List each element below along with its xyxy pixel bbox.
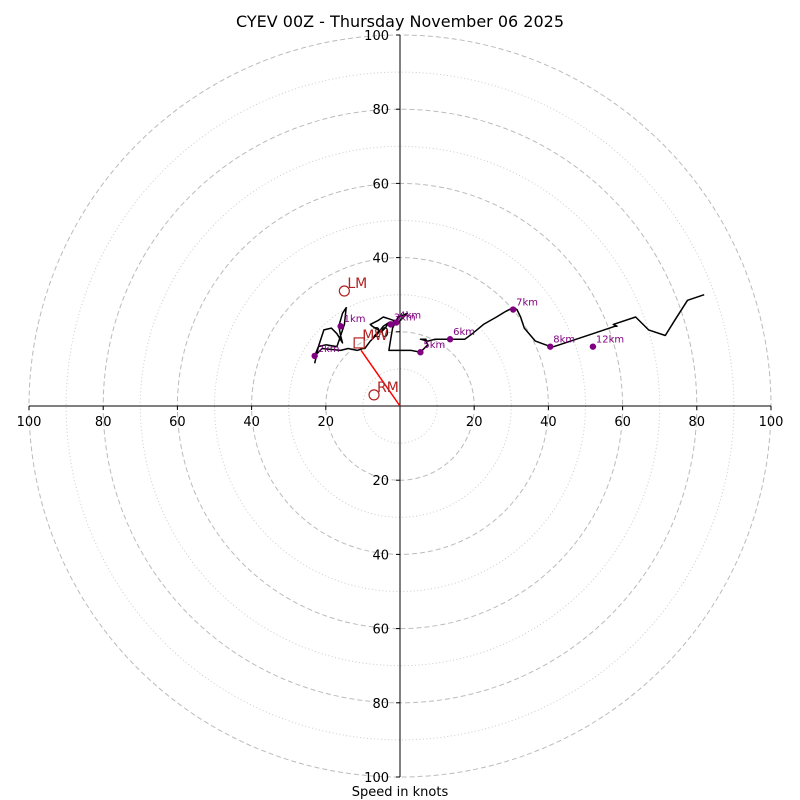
- height-label: 6km: [453, 327, 475, 338]
- height-point: [547, 343, 554, 350]
- height-label: 4km: [399, 311, 421, 322]
- y-tick-label: 40: [372, 252, 389, 267]
- x-tick-label: 20: [466, 415, 483, 430]
- y-tick-label: 100: [364, 771, 389, 786]
- height-point: [387, 321, 394, 328]
- y-tick-label: 100: [364, 29, 389, 44]
- height-label: 3km: [394, 312, 416, 323]
- x-tick-label: 100: [17, 415, 42, 430]
- x-tick-label: 80: [689, 415, 706, 430]
- y-tick-label: 20: [372, 474, 389, 489]
- height-point: [393, 319, 400, 326]
- x-tick-label: 80: [95, 415, 112, 430]
- storm-motion: [360, 349, 401, 407]
- height-label: 1km: [344, 314, 366, 325]
- height-point: [509, 306, 517, 313]
- height-label: 12km: [596, 335, 624, 346]
- height-point: [337, 323, 344, 330]
- tick-labels: 100 80 60 40 20 20 40 60 80 100100806040202040608…: [17, 29, 784, 786]
- mean-wind-marker: [353, 337, 365, 349]
- height-point: [446, 336, 454, 343]
- x-tick-label: 20: [318, 415, 335, 430]
- y-tick-label: 40: [372, 548, 389, 563]
- storm-motion-marker: [338, 285, 350, 297]
- x-tick-label: 100: [759, 415, 784, 430]
- y-tick-label: 80: [372, 103, 389, 118]
- storm-motion-line: [360, 349, 401, 407]
- hodograph-line: [313, 293, 705, 364]
- y-tick-label: 60: [372, 177, 389, 192]
- motion-label: MW: [362, 328, 388, 344]
- height-point: [311, 352, 318, 360]
- storm-motion-marker: [368, 389, 380, 401]
- y-tick-label: 60: [372, 623, 389, 638]
- height-label: 8km: [553, 335, 575, 346]
- motion-label: LM: [347, 276, 367, 292]
- y-tick-label: 80: [372, 697, 389, 712]
- x-tick-label: 60: [614, 415, 631, 430]
- height-label: 5km: [423, 340, 445, 351]
- x-tick-label: 60: [169, 415, 186, 430]
- chart-title: CYEV 00Z - Thursday November 06 2025: [236, 12, 564, 31]
- x-axis-label: Speed in knots: [352, 785, 449, 800]
- motion-markers: LM MW RM: [338, 276, 399, 401]
- height-label: 7km: [516, 298, 538, 309]
- x-tick-label: 40: [243, 415, 260, 430]
- height-point: [417, 349, 424, 356]
- motion-label: RM: [377, 380, 399, 396]
- x-tick-label: 40: [540, 415, 557, 430]
- hodograph-trace: [313, 293, 705, 364]
- height-label: 2km: [318, 344, 340, 355]
- height-point: [589, 343, 597, 350]
